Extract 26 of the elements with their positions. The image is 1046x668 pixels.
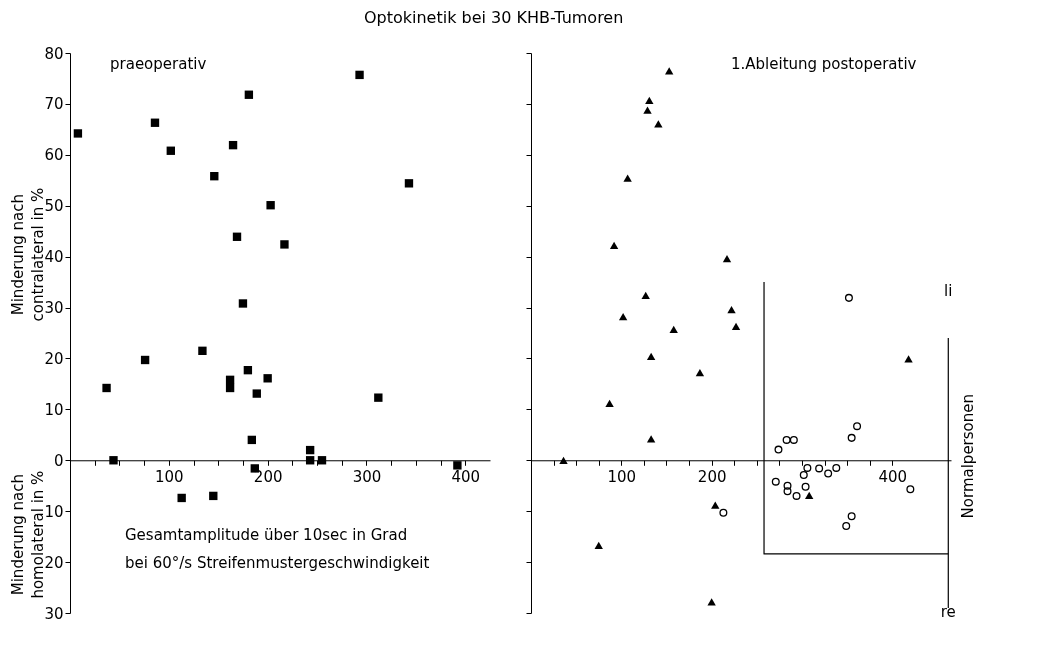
y-tick-label: 30 — [44, 604, 64, 623]
y-tick-label: 30 — [44, 299, 64, 318]
x-axis-title: Gesamtamplitude über 10sec in Grad bei 60°/s Streifenmustergeschwindigkeit — [125, 525, 430, 572]
y-tick-label: 80 — [44, 44, 64, 63]
y-tick-label: 0 — [53, 451, 64, 470]
y-tick-label: 70 — [44, 95, 64, 114]
y-tick-label: 20 — [44, 349, 64, 368]
x-tick-label: 400 — [878, 467, 908, 486]
x-tick-label: 100 — [607, 467, 637, 486]
chart-title: Optokinetik bei 30 KHB-Tumoren — [363, 8, 624, 27]
y-tick-label: 40 — [44, 248, 64, 267]
y-tick-label: 50 — [44, 197, 64, 216]
chart-subtitle: 1.Ableitung postoperativ — [731, 55, 917, 73]
x-tick-label: 200 — [697, 467, 727, 486]
text: Normalpersonen — [959, 393, 978, 519]
annotation: li — [944, 282, 953, 301]
annotation: re — [940, 602, 956, 621]
x-tick-label: 100 — [155, 467, 184, 486]
chart-subtitle: praeoperativ — [110, 55, 207, 73]
x-tick-label: 200 — [253, 467, 283, 486]
y-tick-label: 60 — [44, 146, 64, 165]
x-tick-label: 400 — [451, 467, 481, 486]
x-tick-label: 300 — [352, 467, 382, 486]
y-tick-label: 10 — [44, 502, 64, 521]
y-tick-label: 20 — [44, 553, 64, 572]
y-tick-label: 10 — [44, 400, 64, 419]
